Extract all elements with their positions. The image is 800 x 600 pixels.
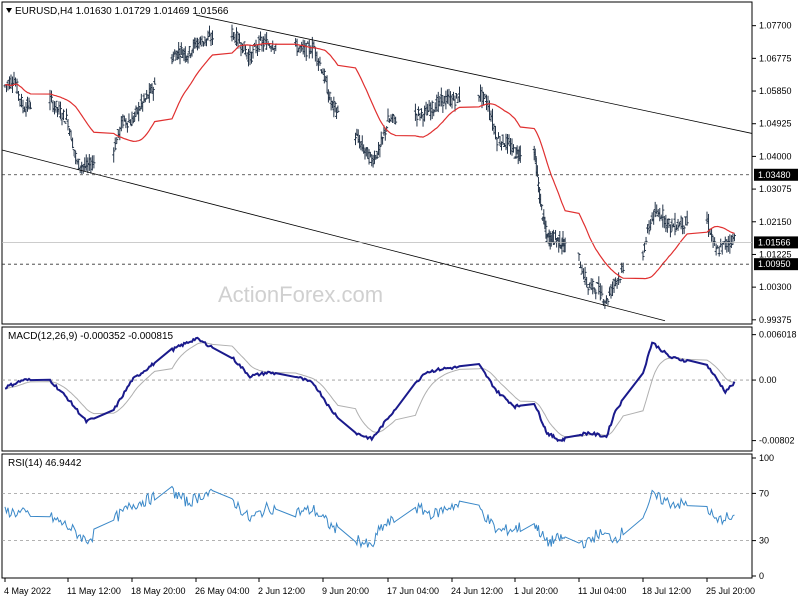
macd-y-tick-label: 0.00	[759, 375, 777, 385]
rsi-y-tick-label: 70	[759, 488, 769, 498]
y-tick-label: 1.05850	[759, 86, 792, 96]
rsi-panel	[1, 453, 753, 579]
x-tick-label: 18 May 20:00	[131, 586, 186, 596]
y-tick-label: 1.06775	[759, 53, 792, 63]
macd-y-tick-label: -0.00802	[759, 436, 795, 446]
x-tick-label: 24 Jun 12:00	[451, 586, 503, 596]
level-badge	[754, 258, 798, 271]
x-tick-label: 11 Jul 04:00	[578, 586, 626, 596]
trend-line-lower	[1, 149, 666, 322]
x-tick-label: 9 Jun 20:00	[322, 586, 369, 596]
y-tick-label: 1.01225	[759, 249, 792, 259]
x-tick-label: 17 Jun 04:00	[387, 586, 439, 596]
rsi-y-tick-label: 30	[759, 536, 769, 546]
rsi-line	[4, 485, 735, 549]
level-badge	[754, 168, 798, 181]
rsi-y-tick-label: 0	[759, 571, 764, 581]
x-tick-label: 1 Jul 20:00	[514, 586, 558, 596]
y-tick-label: 0.99375	[759, 315, 792, 325]
rsi-title: RSI(14) 46.9442	[8, 458, 82, 469]
current-price-badge	[754, 236, 798, 249]
level-badge-label: 1.03480	[758, 170, 791, 180]
price-layer: 1.077301.061401.034801.035801.027700.995…	[1, 14, 753, 322]
y-tick-label: 1.00300	[759, 282, 792, 292]
trend-line-upper	[195, 14, 753, 134]
price-panel	[1, 1, 753, 325]
chevron-down-icon[interactable]	[6, 8, 12, 13]
moving-average-line	[4, 42, 735, 280]
x-tick-label: 2 Jun 12:00	[258, 586, 305, 596]
macd-line	[4, 336, 736, 443]
watermark: ActionForex.com	[218, 282, 383, 307]
x-tick-label: 11 May 12:00	[67, 586, 121, 596]
macd-y-tick-label: 0.006018	[759, 330, 797, 340]
current-price-label: 1.01566	[758, 237, 791, 247]
x-tick-label: 25 Jul 20:00	[706, 586, 755, 596]
macd-title: MACD(12,26,9) -0.000352 -0.000815	[8, 331, 174, 342]
rsi-y-tick-label: 100	[759, 453, 774, 463]
level-badge-label: 1.00950	[758, 259, 791, 269]
rsi-layer	[2, 485, 752, 549]
x-tick-label: 26 May 04:00	[195, 586, 250, 596]
y-tick-label: 1.04000	[759, 151, 792, 161]
y-tick-label: 1.04925	[759, 119, 792, 129]
axis-layer: 1.07700 1.06775 1.05850 1.04925 1.04000 1.030…	[4, 21, 798, 596]
x-tick-label: 4 May 2022	[4, 586, 51, 596]
macd-layer	[2, 336, 752, 443]
price-title: EURUSD,H4 1.01630 1.01729 1.01469 1.0156…	[15, 6, 229, 17]
y-tick-label: 1.03075	[759, 184, 792, 194]
y-tick-label: 1.02150	[759, 217, 792, 227]
y-tick-label: 1.07700	[759, 21, 792, 31]
x-tick-label: 18 Jul 12:00	[642, 586, 691, 596]
